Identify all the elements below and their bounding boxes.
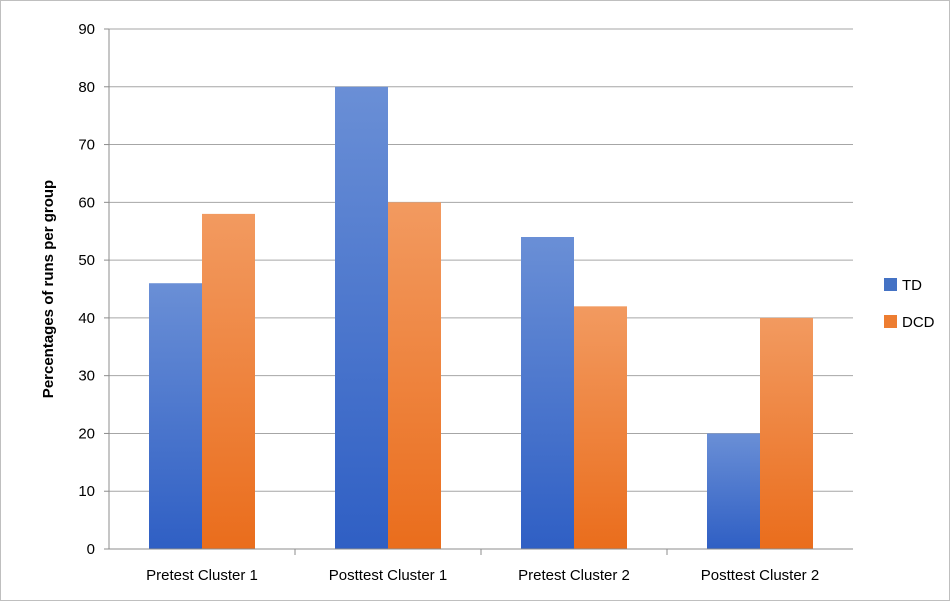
y-tick-label: 20 — [78, 425, 95, 442]
y-tick-label: 90 — [78, 21, 95, 38]
y-tick-labels: 0 10 20 30 40 50 60 70 80 90 — [78, 21, 95, 558]
x-tick-labels: Pretest Cluster 1 Posttest Cluster 1 Prete… — [146, 567, 819, 584]
y-tick-label: 0 — [87, 541, 95, 558]
legend: TD DCD — [884, 277, 935, 331]
bar-dcd-1 — [202, 213, 255, 549]
x-tick-label: Posttest Cluster 2 — [701, 567, 819, 584]
bar-dcd-4 — [760, 317, 813, 549]
y-tick-label: 40 — [78, 310, 95, 327]
y-tick-label: 30 — [78, 368, 95, 385]
legend-label-dcd: DCD — [902, 314, 935, 331]
y-tick-label: 60 — [78, 194, 95, 211]
bar-td-4 — [707, 433, 760, 549]
bar-td-2 — [335, 86, 388, 550]
y-tick-label: 70 — [78, 137, 95, 154]
bar-td-1 — [149, 283, 202, 549]
legend-swatch-td — [884, 278, 897, 291]
y-axis-title: Percentages of runs per group — [40, 180, 57, 398]
x-tick-label: Pretest Cluster 2 — [518, 567, 630, 584]
y-tick-label: 50 — [78, 252, 95, 269]
x-tick-label: Pretest Cluster 1 — [146, 567, 258, 584]
legend-label-td: TD — [902, 277, 922, 294]
x-tick-label: Posttest Cluster 1 — [329, 567, 447, 584]
legend-swatch-dcd — [884, 315, 897, 328]
y-tick-label: 10 — [78, 483, 95, 500]
bar-dcd-3 — [574, 306, 627, 549]
bars — [149, 86, 813, 550]
bar-dcd-2 — [388, 202, 441, 550]
y-tick-label: 80 — [78, 79, 95, 96]
axes — [104, 28, 853, 555]
bar-td-3 — [521, 237, 574, 549]
